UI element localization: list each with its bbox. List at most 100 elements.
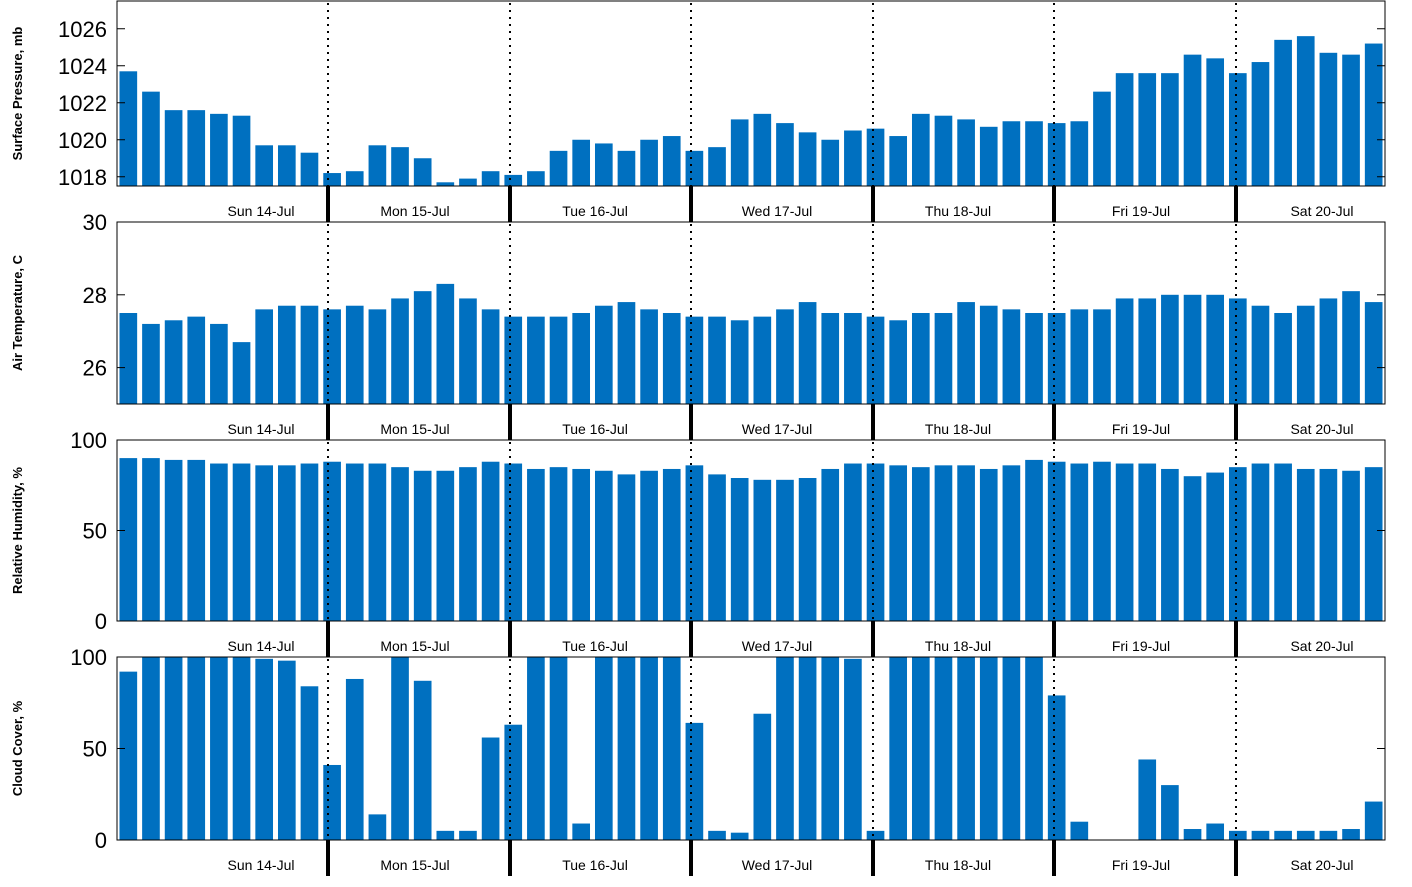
bar [232, 342, 251, 404]
bar [1070, 821, 1089, 840]
bar [1228, 467, 1247, 621]
bar [572, 313, 591, 404]
bar [844, 313, 862, 404]
y-tick-label: 50 [83, 737, 107, 762]
bar [617, 302, 636, 404]
bar [1183, 476, 1202, 621]
bar [640, 309, 658, 404]
bar [776, 479, 794, 621]
bar [142, 458, 160, 621]
plot-frame [116, 0, 1386, 187]
bar [1183, 829, 1202, 840]
bar [119, 313, 138, 404]
bar [368, 309, 387, 404]
bar [730, 119, 749, 186]
bar [1025, 313, 1043, 404]
y-axis-label: Surface Pressure, mb [10, 27, 25, 161]
bar [708, 147, 726, 186]
day-label: Thu 18-Jul [925, 421, 991, 437]
bar [232, 657, 251, 840]
bar [957, 657, 975, 840]
bar [1319, 468, 1338, 621]
day-label: Sun 14-Jul [228, 638, 295, 654]
bar [911, 467, 930, 621]
bar [164, 320, 183, 404]
bar [436, 182, 455, 186]
y-tick-label: 28 [83, 283, 107, 308]
bar [232, 115, 251, 186]
bar [934, 115, 953, 186]
panel-relative-humidity: 0 50 100 Relative Humidity, % Sun 14-Jul Mon … [10, 428, 1386, 657]
bar [957, 119, 975, 186]
bar [210, 463, 228, 621]
bar [210, 657, 228, 840]
bar [1274, 830, 1292, 840]
bar [844, 463, 862, 621]
bar [594, 470, 613, 621]
bar [866, 316, 885, 404]
bar [345, 171, 364, 186]
day-label: Mon 15-Jul [380, 421, 449, 437]
bar [572, 823, 591, 840]
bar [708, 474, 726, 621]
bar [1206, 823, 1225, 840]
bar [1296, 36, 1315, 187]
bar [368, 145, 387, 186]
bar [1025, 657, 1043, 840]
bar [504, 724, 523, 840]
bar [640, 470, 658, 621]
bar [504, 174, 523, 186]
bar [821, 139, 840, 186]
bar [1047, 123, 1066, 186]
bar [1296, 468, 1315, 621]
bar [617, 474, 636, 621]
y-tick-label: 0 [95, 609, 107, 634]
y-tick-label: 100 [70, 428, 107, 453]
bar [866, 830, 885, 840]
bar [1138, 463, 1157, 621]
bar [436, 283, 455, 404]
bar [255, 309, 274, 404]
bar [685, 316, 704, 404]
bar [232, 463, 251, 621]
bar [1228, 298, 1247, 404]
bar [187, 110, 206, 186]
bar [277, 660, 296, 840]
day-label: Wed 17-Jul [742, 857, 813, 873]
bar [187, 657, 206, 840]
panel-air-temperature: 26 28 30 Air Temperature, C Sun 14-Jul Mon 15… [10, 210, 1386, 440]
bar [821, 657, 840, 840]
bar [504, 463, 523, 621]
bar [594, 143, 613, 186]
bar [889, 320, 908, 404]
bar [572, 468, 591, 621]
bar [1138, 73, 1157, 186]
bar [1161, 73, 1179, 186]
bar [866, 128, 885, 186]
bar [934, 313, 953, 404]
bar [889, 657, 908, 840]
bar [1093, 461, 1111, 621]
y-tick-label: 1022 [58, 91, 107, 116]
bar-series [119, 283, 1383, 404]
bar [345, 305, 364, 404]
bar [391, 657, 409, 840]
panel-cloud-cover: 0 50 100 Cloud Cover, % Sun 14-Jul Mon 15-Jul… [10, 645, 1386, 876]
bar [1093, 91, 1111, 186]
bar [753, 316, 772, 404]
bar [594, 305, 613, 404]
day-label: Fri 19-Jul [1112, 857, 1170, 873]
bar [1161, 785, 1179, 840]
y-tick-label: 1024 [58, 54, 107, 79]
bar [527, 468, 545, 621]
day-label: Sun 14-Jul [228, 203, 295, 219]
bar [549, 657, 568, 840]
bar [1251, 62, 1270, 186]
bar [934, 465, 953, 621]
bar [527, 171, 545, 186]
bar [255, 658, 274, 840]
bar [934, 657, 953, 840]
bar [1342, 470, 1360, 621]
bar [142, 323, 160, 404]
day-label: Mon 15-Jul [380, 638, 449, 654]
